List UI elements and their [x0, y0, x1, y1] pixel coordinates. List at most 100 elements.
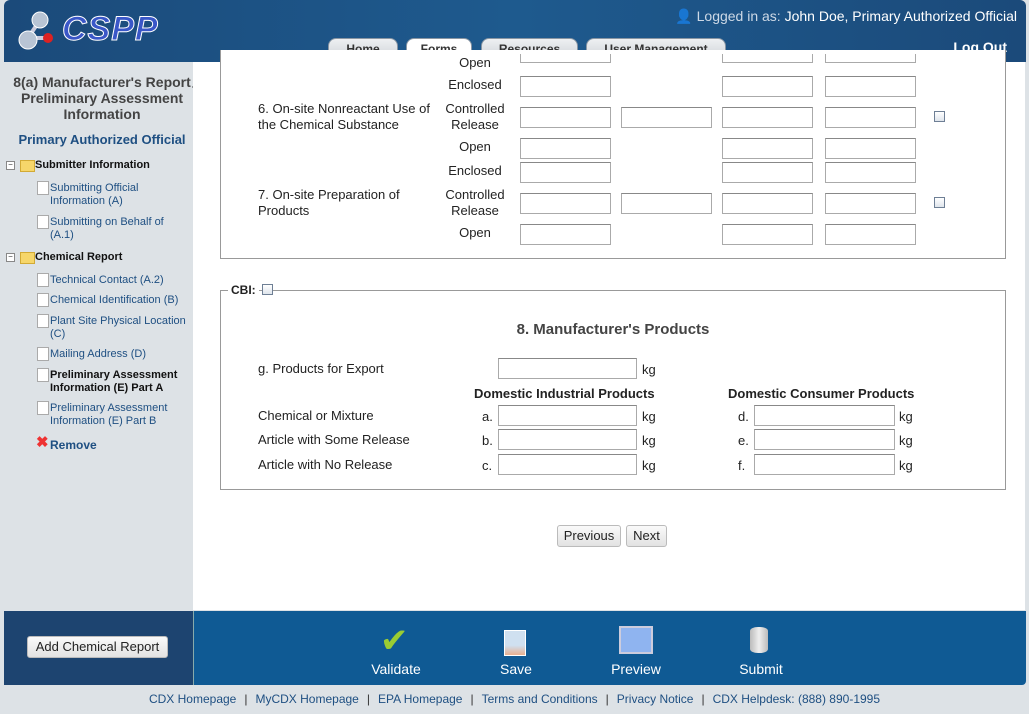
document-icon — [37, 314, 49, 328]
row-letter: a. — [482, 409, 493, 424]
amount-input[interactable] — [722, 54, 813, 63]
add-chemical-report-button[interactable]: Add Chemical Report — [27, 636, 168, 658]
col-industrial-header: Domestic Industrial Products — [474, 386, 655, 401]
document-icon — [37, 273, 49, 287]
amount-input[interactable] — [825, 224, 916, 245]
cbi-checkbox[interactable] — [262, 284, 273, 295]
login-info: 👤 Logged in as: John Doe, Primary Author… — [675, 8, 1017, 25]
separator: | — [366, 692, 370, 706]
row-letter: d. — [738, 409, 749, 424]
amount-input[interactable] — [722, 162, 813, 183]
footer-link[interactable]: MyCDX Homepage — [255, 692, 359, 706]
footer-link[interactable]: EPA Homepage — [377, 692, 463, 706]
amount-input[interactable] — [520, 107, 611, 128]
validate-check-icon[interactable]: ✔ — [380, 622, 409, 660]
footer-links: CDX Homepage | MyCDX Homepage | EPA Homepage… — [0, 692, 1029, 706]
tree-item[interactable]: Mailing Address (D) — [50, 348, 146, 360]
amount-input[interactable] — [520, 76, 611, 97]
cbi-label: CBI: — [228, 283, 259, 297]
unit-label: kg — [899, 458, 913, 473]
amount-input[interactable] — [825, 54, 916, 63]
product-row-label: Article with Some Release — [258, 432, 410, 447]
cbi-checkbox[interactable] — [934, 111, 945, 122]
consumer-input[interactable] — [754, 454, 895, 475]
submit-button[interactable]: Submit — [739, 661, 783, 677]
separator: | — [701, 692, 705, 706]
tree-item[interactable]: Submitting on Behalf of (A.1) — [50, 216, 164, 241]
save-button[interactable]: Save — [500, 661, 532, 677]
amount-input[interactable] — [722, 138, 813, 159]
use-category-label: 6. On-site Nonreactant Use of the Chemic… — [258, 101, 430, 132]
remove-x-icon[interactable]: ✖ — [36, 434, 49, 451]
next-button[interactable]: Next — [626, 525, 667, 547]
document-icon — [37, 368, 49, 382]
tree-folder-0[interactable]: Submitter Information — [35, 159, 150, 171]
amount-input[interactable] — [621, 193, 712, 214]
amount-input[interactable] — [825, 138, 916, 159]
amount-input[interactable] — [722, 76, 813, 97]
amount-input[interactable] — [722, 193, 813, 214]
amount-input[interactable] — [825, 76, 916, 97]
collapse-toggle-icon[interactable]: − — [6, 253, 15, 262]
amount-input[interactable] — [825, 193, 916, 214]
document-icon — [37, 347, 49, 361]
amount-input[interactable] — [520, 54, 611, 63]
amount-input[interactable] — [520, 193, 611, 214]
amount-input[interactable] — [520, 162, 611, 183]
tree-item[interactable]: Technical Contact (A.2) — [50, 274, 164, 286]
industrial-input[interactable] — [498, 454, 637, 475]
row-letter: c. — [482, 458, 493, 473]
separator: | — [470, 692, 474, 706]
user-name: John Doe, Primary Authorized Official — [784, 8, 1017, 24]
tree-folder-1[interactable]: Chemical Report — [35, 251, 123, 263]
footer-link[interactable]: Terms and Conditions — [481, 692, 598, 706]
amount-input[interactable] — [520, 224, 611, 245]
preview-button[interactable]: Preview — [611, 661, 661, 677]
document-icon — [37, 401, 49, 415]
industrial-input[interactable] — [498, 405, 637, 426]
tree-item[interactable]: Chemical Identification (B) — [50, 294, 179, 306]
tree-item[interactable]: Preliminary Assessment Information (E) P… — [50, 369, 178, 394]
col-consumer-header: Domestic Consumer Products — [728, 386, 915, 401]
footer-link[interactable]: CDX Homepage — [148, 692, 237, 706]
save-disk-icon[interactable] — [504, 630, 526, 656]
consumer-input[interactable] — [754, 405, 895, 426]
row-letter: e. — [738, 433, 749, 448]
separator: | — [605, 692, 609, 706]
validate-button[interactable]: Validate — [371, 661, 421, 677]
export-label: g. Products for Export — [258, 361, 384, 376]
collapse-toggle-icon[interactable]: − — [6, 161, 15, 170]
product-row-label: Article with No Release — [258, 457, 393, 472]
submit-database-icon[interactable] — [750, 627, 768, 653]
tree-item[interactable]: Preliminary Assessment Information (E) P… — [50, 402, 168, 427]
amount-input[interactable] — [722, 224, 813, 245]
footer-link[interactable]: Privacy Notice — [616, 692, 694, 706]
previous-button[interactable]: Previous — [557, 525, 621, 547]
cbi-checkbox[interactable] — [934, 197, 945, 208]
export-input[interactable] — [498, 358, 637, 379]
amount-input[interactable] — [621, 107, 712, 128]
document-icon — [37, 215, 49, 229]
amount-input[interactable] — [722, 107, 813, 128]
consumer-input[interactable] — [754, 429, 895, 450]
row-letter: b. — [482, 433, 493, 448]
release-type-label: Enclosed — [448, 163, 502, 178]
release-type-label: Open — [459, 55, 491, 70]
industrial-input[interactable] — [498, 429, 637, 450]
release-type-label: Open — [459, 225, 491, 240]
tree-item[interactable]: Plant Site Physical Location (C) — [50, 315, 186, 340]
sidebar — [4, 62, 193, 610]
tree-item[interactable]: Submitting Official Information (A) — [50, 182, 139, 207]
amount-input[interactable] — [825, 162, 916, 183]
preview-monitor-icon[interactable] — [619, 626, 653, 654]
release-type-label: Controlled Release — [445, 187, 505, 218]
amount-input[interactable] — [520, 138, 611, 159]
product-row-label: Chemical or Mixture — [258, 408, 374, 423]
remove-link[interactable]: Remove — [50, 438, 97, 452]
amount-input[interactable] — [825, 107, 916, 128]
unit-label: kg — [899, 433, 913, 448]
separator: | — [244, 692, 248, 706]
unit-label: kg — [642, 458, 656, 473]
release-type-label: Enclosed — [448, 77, 502, 92]
footer-link[interactable]: CDX Helpdesk: (888) 890-1995 — [712, 692, 881, 706]
